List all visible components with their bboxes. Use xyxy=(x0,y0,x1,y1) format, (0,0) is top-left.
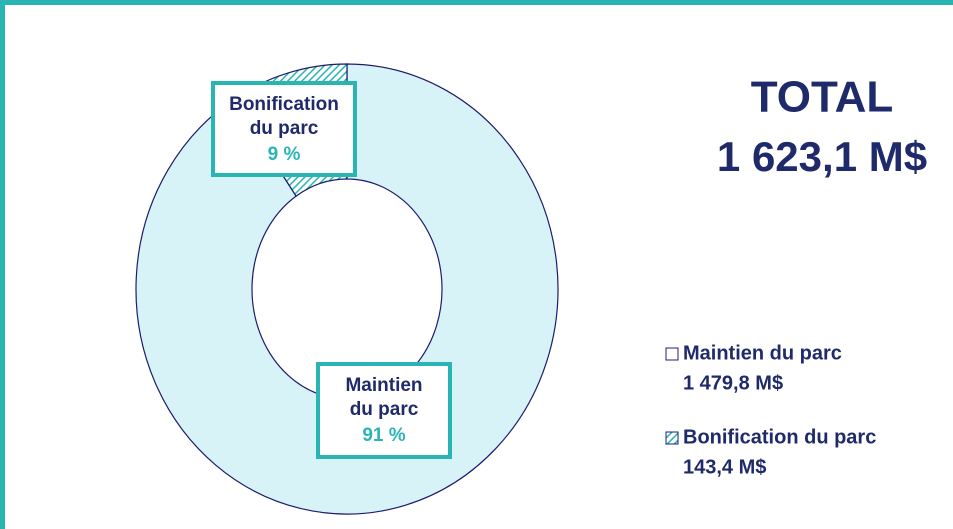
legend-amount: 1 479,8 M$ xyxy=(683,372,783,394)
total: 1 623,1 M$ xyxy=(717,133,927,180)
legend-swatch xyxy=(665,347,679,361)
label-box xyxy=(211,81,357,177)
label-box xyxy=(316,362,452,459)
category-label-line: du parc xyxy=(250,118,319,139)
category-label: Bonification du parc xyxy=(229,94,339,139)
chart-title: TOTAL xyxy=(751,73,894,122)
legend-label: Bonification du parc xyxy=(683,426,876,448)
category-label-line: du parc xyxy=(350,399,419,420)
category-label-line: Bonification xyxy=(229,94,339,115)
value-label: 9 % xyxy=(268,144,301,165)
value-label: 91 % xyxy=(362,425,405,446)
legend-label: Maintien du parc xyxy=(683,342,842,364)
legend-amount: 143,4 M$ xyxy=(683,456,766,478)
category-label-line: Maintien xyxy=(345,375,422,396)
legend-swatch xyxy=(665,431,679,445)
category-label: Maintien du parc xyxy=(345,375,422,420)
